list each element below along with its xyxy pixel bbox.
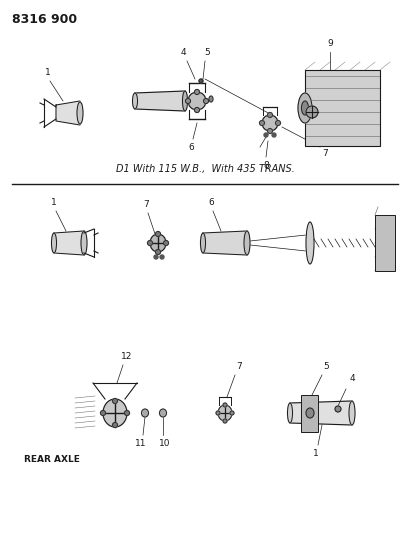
Ellipse shape <box>160 255 164 259</box>
Text: 1: 1 <box>51 198 57 207</box>
Text: 7: 7 <box>236 362 241 371</box>
Ellipse shape <box>301 101 308 115</box>
Ellipse shape <box>103 399 127 427</box>
Ellipse shape <box>141 409 148 417</box>
Ellipse shape <box>112 399 117 403</box>
Polygon shape <box>56 101 80 125</box>
Text: 6: 6 <box>208 198 213 207</box>
Ellipse shape <box>305 222 313 264</box>
Ellipse shape <box>124 410 129 416</box>
Text: 9: 9 <box>326 39 332 48</box>
Ellipse shape <box>229 411 234 415</box>
Ellipse shape <box>348 401 354 425</box>
Text: 11: 11 <box>135 439 146 448</box>
Text: 1: 1 <box>312 449 318 458</box>
Ellipse shape <box>305 106 317 118</box>
Ellipse shape <box>188 92 205 110</box>
Text: 4: 4 <box>348 374 354 383</box>
Text: 8316 900: 8316 900 <box>12 13 77 26</box>
Text: 10: 10 <box>159 439 170 448</box>
Polygon shape <box>135 91 184 111</box>
Ellipse shape <box>222 419 227 423</box>
Ellipse shape <box>287 403 292 423</box>
Ellipse shape <box>147 240 152 246</box>
Ellipse shape <box>297 93 311 123</box>
Ellipse shape <box>259 120 264 125</box>
Text: 4: 4 <box>180 48 185 57</box>
Ellipse shape <box>271 133 275 137</box>
Polygon shape <box>202 231 246 255</box>
Ellipse shape <box>112 423 117 427</box>
Ellipse shape <box>52 233 56 253</box>
Ellipse shape <box>216 411 220 415</box>
Ellipse shape <box>218 405 231 421</box>
Ellipse shape <box>163 240 168 246</box>
Ellipse shape <box>243 231 249 255</box>
FancyBboxPatch shape <box>301 394 318 432</box>
Ellipse shape <box>155 249 160 254</box>
Polygon shape <box>54 231 84 255</box>
Ellipse shape <box>334 406 340 412</box>
Text: 7: 7 <box>143 200 148 209</box>
FancyBboxPatch shape <box>374 215 394 271</box>
Text: 6: 6 <box>188 143 193 152</box>
Text: REAR AXLE: REAR AXLE <box>24 455 80 464</box>
Ellipse shape <box>261 115 277 131</box>
Ellipse shape <box>77 102 83 124</box>
Ellipse shape <box>209 96 213 102</box>
FancyBboxPatch shape <box>304 70 379 146</box>
Polygon shape <box>289 401 351 425</box>
Text: 5: 5 <box>322 362 328 371</box>
Text: 8: 8 <box>263 161 268 170</box>
Ellipse shape <box>182 91 187 111</box>
Ellipse shape <box>203 99 208 103</box>
Text: 12: 12 <box>121 352 133 361</box>
Ellipse shape <box>275 120 280 125</box>
Ellipse shape <box>154 255 157 259</box>
Ellipse shape <box>267 128 272 133</box>
Ellipse shape <box>222 403 227 407</box>
Ellipse shape <box>159 409 166 417</box>
Text: 5: 5 <box>204 48 209 57</box>
Ellipse shape <box>263 133 267 137</box>
Ellipse shape <box>150 234 166 252</box>
Ellipse shape <box>185 99 190 103</box>
Text: 7: 7 <box>321 149 327 158</box>
Ellipse shape <box>305 408 313 418</box>
Ellipse shape <box>267 112 272 117</box>
Ellipse shape <box>194 108 199 112</box>
Ellipse shape <box>200 233 205 253</box>
Text: D1 With 115 W.B.,  With 435 TRANS.: D1 With 115 W.B., With 435 TRANS. <box>115 164 294 174</box>
Ellipse shape <box>194 90 199 94</box>
Ellipse shape <box>155 231 160 237</box>
Ellipse shape <box>132 93 137 109</box>
Ellipse shape <box>198 79 202 83</box>
Ellipse shape <box>100 410 105 416</box>
Text: 1: 1 <box>45 68 51 77</box>
Ellipse shape <box>81 231 87 255</box>
